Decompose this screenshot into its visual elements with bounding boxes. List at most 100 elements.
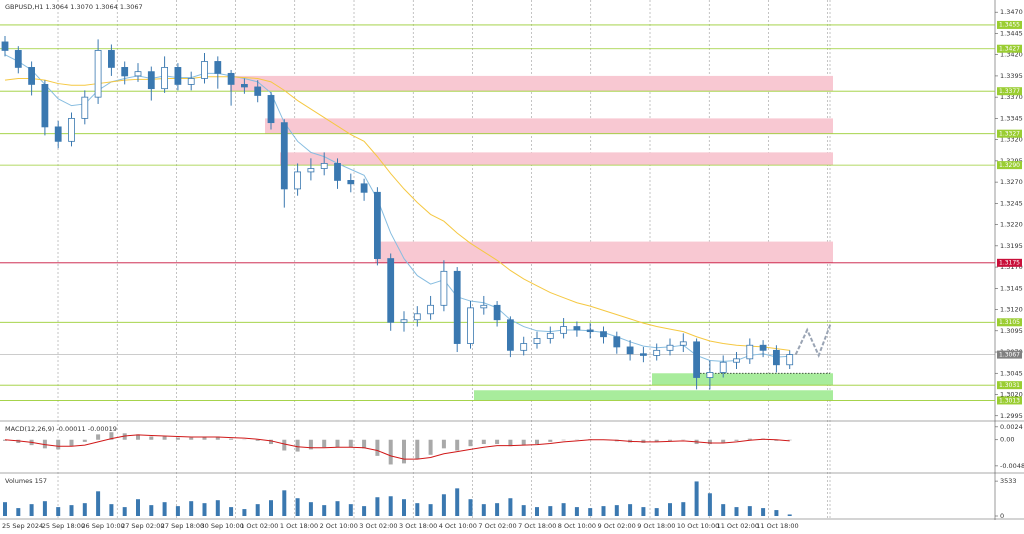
candle-body xyxy=(108,50,115,68)
macd-tick-label: -0.00486 xyxy=(1000,462,1024,470)
level-label-box xyxy=(997,44,1022,53)
macd-bar xyxy=(561,439,566,441)
macd-bar xyxy=(308,439,313,450)
volume-bar xyxy=(96,491,101,516)
candle-body xyxy=(121,67,129,77)
macd-signal xyxy=(4,434,790,460)
level-label-box xyxy=(997,161,1022,170)
candle-body xyxy=(347,180,355,185)
level-label: 1.3327 xyxy=(999,130,1020,137)
volume-bar xyxy=(588,508,593,516)
volume-bar xyxy=(189,501,194,516)
macd-bar xyxy=(668,439,672,441)
volume-bar xyxy=(242,509,247,516)
volume-bar xyxy=(747,506,752,516)
macd-bar xyxy=(96,434,101,440)
volume-bar xyxy=(654,508,659,516)
level-label: 1.3377 xyxy=(999,88,1020,95)
candle-body xyxy=(520,343,528,351)
candle-body xyxy=(280,122,288,190)
candle-body xyxy=(493,304,501,321)
y-tick-label: 1.3095 xyxy=(1000,327,1023,335)
candle-body xyxy=(773,349,780,366)
x-tick-label: 1 Oct 18:00 xyxy=(280,522,318,530)
volume-bar xyxy=(774,510,779,516)
candle-body xyxy=(467,307,474,344)
candle-body xyxy=(1,41,9,51)
candle-body xyxy=(320,163,328,169)
candle-body xyxy=(626,346,634,355)
volume-bar xyxy=(495,503,500,516)
volume-bar xyxy=(734,507,739,516)
level-label-box xyxy=(997,318,1022,327)
x-tick-label: 9 Oct 18:00 xyxy=(637,522,675,530)
y-tick-label: 1.3370 xyxy=(1000,93,1023,101)
macd-bar xyxy=(322,439,327,448)
candle-body xyxy=(786,354,794,366)
y-tick-label: 1.3320 xyxy=(1000,136,1023,144)
volume-bar xyxy=(508,498,513,516)
x-tick-label: 3 Oct 02:00 xyxy=(359,522,397,530)
level-label: 1.3290 xyxy=(999,162,1020,169)
macd-bar xyxy=(428,439,433,455)
macd-bar xyxy=(202,436,207,440)
candle-body xyxy=(201,61,208,79)
level-label: 1.3031 xyxy=(999,382,1020,389)
candle-body xyxy=(506,319,514,351)
macd-bar xyxy=(3,439,7,441)
volume-bar xyxy=(681,502,686,516)
macd-bar xyxy=(521,439,526,446)
candle-body xyxy=(387,258,395,323)
y-tick-label: 1.3270 xyxy=(1000,178,1023,186)
candle-body xyxy=(334,163,341,181)
y-tick-label: 1.3045 xyxy=(1000,369,1023,377)
volume-bar xyxy=(348,504,353,516)
x-tick-label: 25 Sep 18:00 xyxy=(42,522,85,530)
candle-body xyxy=(573,326,581,331)
macd-bar xyxy=(109,432,114,440)
projection-path xyxy=(794,324,832,359)
volume-bar xyxy=(375,497,380,516)
level-label: 1.3455 xyxy=(999,22,1020,29)
macd-title: MACD(12,26,9) -0.00011 -0.00019 xyxy=(5,425,117,433)
candle-body xyxy=(41,84,49,128)
candle-body xyxy=(533,338,541,344)
candle-body xyxy=(267,95,275,124)
chart-title: GBPUSD,H1 1.3064 1.3070 1.3064 1.3067 xyxy=(5,3,143,11)
x-tick-label: 10 Oct 10:00 xyxy=(677,522,719,530)
y-tick-label: 1.3145 xyxy=(1000,284,1023,292)
macd-bar xyxy=(734,439,739,441)
zone xyxy=(280,152,833,166)
volume-bar xyxy=(694,481,699,516)
macd-bar xyxy=(375,439,380,456)
volume-bar xyxy=(561,503,566,516)
y-tick-label: 1.3445 xyxy=(1000,29,1023,37)
volume-title: Volumes 157 xyxy=(5,477,47,485)
candle-body xyxy=(666,344,674,351)
candle-body xyxy=(759,344,767,351)
level-label-box xyxy=(997,350,1022,359)
volume-bar xyxy=(761,508,766,516)
level-label-box xyxy=(997,87,1022,96)
x-tick-label: 9 Oct 02:00 xyxy=(598,522,636,530)
volume-bar xyxy=(149,505,154,516)
volume-tick-label: 3533 xyxy=(1000,477,1017,485)
volume-bar xyxy=(481,504,486,516)
level-label-box xyxy=(997,20,1022,29)
volume-bar xyxy=(109,504,114,516)
macd-bar xyxy=(441,439,446,449)
y-tick-label: 1.3245 xyxy=(1000,199,1023,207)
volume-bar xyxy=(362,506,367,516)
volume-bar xyxy=(468,499,473,516)
x-tick-label: 7 Oct 18:00 xyxy=(518,522,556,530)
macd-bar xyxy=(255,439,260,441)
y-tick-label: 1.3120 xyxy=(1000,306,1023,314)
candle-body xyxy=(653,349,661,356)
candle-body xyxy=(613,336,621,348)
y-tick-label: 1.3170 xyxy=(1000,263,1023,271)
candle-body xyxy=(600,331,607,338)
macd-bar xyxy=(495,439,500,445)
macd-bar xyxy=(42,439,47,449)
candle-body xyxy=(560,326,567,334)
